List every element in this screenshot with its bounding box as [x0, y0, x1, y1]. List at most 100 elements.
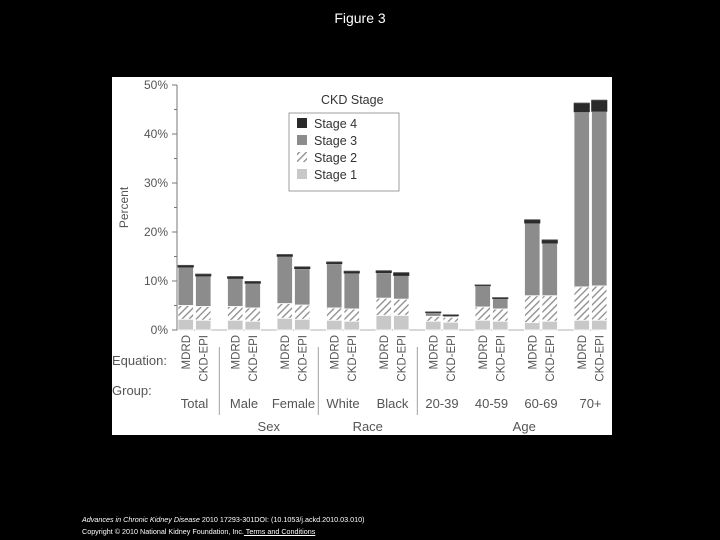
- bar-segment-stage-1: [492, 320, 509, 331]
- stacked-bar-chart: 0% 10% 20% 30% 40% 50% Percent MDRD CKD-EPI MDRD…: [112, 78, 608, 434]
- bar-segment-stage-1: [343, 320, 360, 331]
- bar-segment-stage-1: [541, 320, 558, 331]
- bar-segment-stage-1: [591, 319, 608, 331]
- bar-segment-stage-2: [343, 308, 360, 322]
- legend-entry: Stage 4: [314, 117, 357, 131]
- category-label: CKD-EPI: [297, 335, 309, 382]
- equation-row-label: Equation:: [112, 353, 167, 368]
- bar-segment-stage-3: [177, 266, 194, 306]
- bar-segment-stage-1: [326, 319, 343, 331]
- category-label: CKD-EPI: [594, 335, 606, 382]
- slide-title: Figure 3: [334, 10, 386, 26]
- y-tick-label: 50%: [144, 78, 168, 92]
- y-tick-label: 40%: [144, 127, 168, 141]
- bar-segment-stage-2: [276, 303, 293, 319]
- group-label: 70+: [579, 396, 601, 411]
- bar-segment-stage-2: [425, 315, 442, 322]
- bar-segment-stage-2: [195, 306, 212, 321]
- category-label: CKD-EPI: [248, 335, 260, 382]
- category-label: MDRD: [577, 335, 589, 370]
- category-label: MDRD: [280, 335, 292, 370]
- bar-segment-stage-3: [276, 256, 293, 304]
- category-label: MDRD: [379, 335, 391, 370]
- category-label: MDRD: [478, 335, 490, 370]
- copyright-row: Copyright © 2010 National Kidney Foundat…: [82, 526, 365, 538]
- category-label: MDRD: [527, 335, 539, 370]
- bar-segment-stage-4: [393, 272, 410, 276]
- bar-segment-stage-3: [524, 222, 541, 297]
- bar-segment-stage-3: [343, 272, 360, 310]
- legend-swatch: [297, 135, 307, 145]
- journal-name: Advances in Chronic Kidney Disease: [82, 515, 200, 524]
- bar-segment-stage-3: [474, 285, 491, 308]
- bar-segment-stage-1: [524, 322, 541, 331]
- group-label: Total: [181, 396, 209, 411]
- y-tick-label: 0%: [151, 323, 169, 337]
- category-label: MDRD: [230, 335, 242, 370]
- bar-segment-stage-1: [294, 318, 311, 331]
- bar-segment-stage-2: [524, 295, 541, 324]
- bar-segment-stage-2: [244, 307, 261, 322]
- legend-box: [288, 112, 400, 192]
- bar-segment-stage-4: [541, 239, 558, 244]
- bar-segment-stage-1: [227, 319, 244, 331]
- legend-entry: Stage 1: [314, 168, 357, 182]
- bar-segment-stage-2: [474, 306, 491, 321]
- group-label: White: [326, 396, 359, 411]
- bar-segment-stage-1: [442, 321, 459, 331]
- category-label: CKD-EPI: [396, 335, 408, 382]
- category-label: CKD-EPI: [495, 335, 507, 382]
- bar-segment-stage-3: [393, 275, 410, 300]
- bar-segment-stage-2: [294, 304, 311, 320]
- bar-segment-stage-3: [227, 278, 244, 307]
- bar-segment-stage-2: [375, 297, 392, 316]
- legend-entry: Stage 2: [314, 151, 357, 165]
- bar-segment-stage-1: [425, 320, 442, 331]
- y-axis-label: Percent: [117, 186, 131, 228]
- bar-segment-stage-2: [326, 307, 343, 321]
- bar-segment-stage-3: [425, 312, 442, 317]
- bar-segment-stage-2: [442, 316, 459, 323]
- super-group-label: Sex: [258, 419, 281, 434]
- category-label: MDRD: [428, 335, 440, 370]
- bar-segment-stage-1: [393, 314, 410, 331]
- bar-segment-stage-3: [244, 283, 261, 309]
- citation-text: 2010 17293-301DOI: (10.1053/j.ackd.2010.…: [199, 515, 365, 524]
- copyright-text: Copyright © 2010 National Kidney Foundat…: [82, 527, 244, 536]
- y-tick-label: 20%: [144, 225, 168, 239]
- bar-segment-stage-1: [375, 314, 392, 331]
- category-label: CKD-EPI: [347, 335, 359, 382]
- bar-segment-stage-3: [492, 298, 509, 310]
- group-label: Female: [272, 396, 315, 411]
- bar-segment-stage-1: [474, 319, 491, 331]
- category-label: CKD-EPI: [198, 335, 210, 382]
- bar-segment-stage-2: [591, 285, 608, 321]
- bar-segment-stage-2: [393, 298, 410, 316]
- group-row-label: Group:: [112, 383, 152, 398]
- super-group-label: Race: [353, 419, 383, 434]
- chart-panel: 0% 10% 20% 30% 40% 50% Percent MDRD CKD-EPI MDRD…: [112, 77, 612, 435]
- legend-entry: Stage 3: [314, 134, 357, 148]
- bar-segment-stage-2: [177, 305, 194, 320]
- category-label: CKD-EPI: [446, 335, 458, 382]
- legend-swatch: [297, 169, 307, 179]
- bar-segment-stage-4: [524, 219, 541, 224]
- legend-swatch: [297, 152, 307, 162]
- group-label: Male: [230, 396, 258, 411]
- category-label: CKD-EPI: [545, 335, 557, 382]
- legend-swatch: [297, 118, 307, 128]
- category-label: MDRD: [181, 335, 193, 370]
- citation-row: Advances in Chronic Kidney Disease 2010 …: [82, 514, 365, 526]
- bar-segment-stage-3: [326, 263, 343, 309]
- bar-segment-stage-4: [591, 99, 608, 112]
- bar-segment-stage-2: [227, 306, 244, 321]
- bar-segment-stage-1: [177, 318, 194, 331]
- bar-segment-stage-2: [492, 308, 509, 322]
- bar-segment-stage-3: [573, 111, 590, 288]
- bar-segment-stage-1: [573, 319, 590, 331]
- terms-link[interactable]: Terms and Conditions: [243, 527, 316, 536]
- bar-segment-stage-3: [294, 268, 311, 306]
- bar-segment-stage-3: [541, 242, 558, 297]
- legend-title: CKD Stage: [321, 93, 384, 107]
- bar-segment-stage-1: [276, 317, 293, 331]
